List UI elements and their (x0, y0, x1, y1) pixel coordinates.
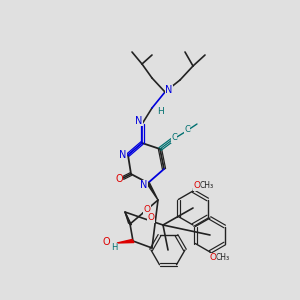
Text: C: C (184, 125, 190, 134)
Polygon shape (146, 183, 158, 200)
Text: N: N (165, 85, 173, 95)
Text: N: N (140, 180, 148, 190)
Text: C: C (171, 134, 177, 142)
Polygon shape (125, 212, 131, 225)
Polygon shape (117, 239, 134, 243)
Text: O: O (209, 254, 217, 262)
Text: N: N (119, 150, 127, 160)
Text: O: O (143, 206, 151, 214)
Text: CH₃: CH₃ (216, 254, 230, 262)
Text: O: O (102, 237, 110, 247)
Text: O: O (148, 214, 154, 223)
Text: N: N (135, 116, 143, 126)
Text: CH₃: CH₃ (200, 182, 214, 190)
Text: O: O (194, 182, 200, 190)
Text: H: H (157, 106, 164, 116)
Text: H: H (111, 244, 117, 253)
Text: O: O (115, 174, 123, 184)
